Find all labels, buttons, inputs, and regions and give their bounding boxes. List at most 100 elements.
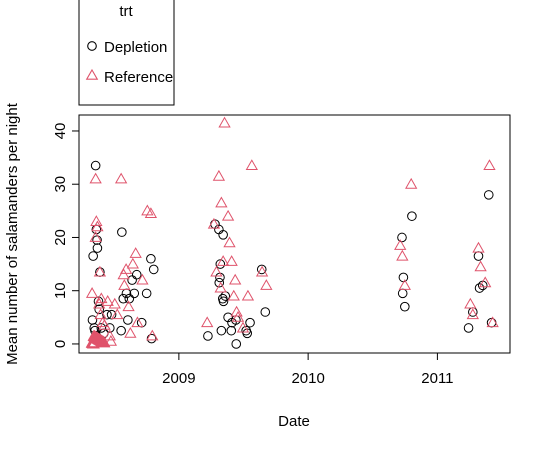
point-depletion	[245, 317, 255, 328]
point-reference	[124, 326, 137, 338]
point-reference	[472, 241, 485, 253]
legend-title: trt	[119, 3, 133, 20]
point-reference	[216, 255, 230, 266]
point-reference	[405, 177, 418, 189]
point-depletion	[148, 264, 159, 275]
y-tick-label: 30	[52, 176, 69, 193]
point-depletion	[474, 283, 485, 293]
point-reference	[210, 265, 223, 277]
point-reference	[136, 273, 149, 285]
point-depletion	[102, 309, 112, 320]
point-depletion	[473, 251, 484, 261]
point-reference	[483, 159, 496, 171]
point-reference	[207, 217, 221, 229]
point-reference	[86, 337, 100, 349]
point-depletion	[242, 328, 253, 339]
point-depletion	[216, 325, 227, 336]
point-reference	[245, 159, 258, 171]
legend-label-depletion: Depletion	[104, 39, 167, 56]
point-reference	[221, 209, 235, 221]
x-tick-label: 2010	[291, 370, 324, 387]
point-depletion	[87, 315, 98, 325]
point-reference	[93, 297, 106, 309]
series-depletion	[87, 160, 497, 349]
point-reference	[236, 321, 250, 333]
legend-circle-marker	[87, 41, 97, 51]
point-reference	[104, 334, 118, 346]
point-depletion	[94, 304, 104, 315]
point-depletion	[118, 293, 129, 304]
point-reference	[212, 169, 226, 181]
point-reference	[91, 220, 104, 232]
point-reference	[218, 116, 231, 128]
point-reference	[89, 231, 102, 242]
point-depletion	[117, 227, 127, 237]
legend-box	[78, 0, 175, 106]
y-tick-label: 40	[52, 123, 69, 140]
point-depletion	[397, 232, 407, 243]
y-axis-title: Mean number of salamanders per night	[4, 102, 21, 365]
point-depletion	[90, 160, 101, 171]
point-reference	[225, 255, 238, 266]
point-depletion	[397, 288, 408, 299]
point-depletion	[463, 323, 474, 333]
x-axis: 2009 2010 2011	[162, 353, 454, 387]
point-depletion	[92, 243, 103, 253]
point-depletion	[260, 307, 271, 317]
point-reference	[229, 273, 242, 285]
point-reference	[394, 239, 407, 250]
point-reference	[90, 215, 103, 226]
point-reference	[93, 333, 107, 345]
point-reference	[260, 279, 273, 290]
point-reference	[396, 249, 409, 261]
point-reference	[98, 319, 111, 330]
point-depletion	[93, 296, 104, 307]
y-tick-label: 0	[52, 340, 69, 348]
x-axis-title: Date	[278, 413, 310, 430]
point-depletion	[215, 259, 226, 269]
point-reference	[486, 316, 499, 328]
point-reference	[108, 297, 121, 309]
point-reference	[122, 300, 135, 312]
point-depletion	[123, 315, 133, 325]
point-reference	[114, 172, 128, 184]
point-depletion	[88, 251, 98, 261]
y-tick-label: 10	[52, 282, 69, 299]
point-reference	[479, 276, 492, 288]
x-tick-label: 2011	[421, 370, 453, 387]
point-reference	[464, 297, 477, 309]
point-depletion	[220, 291, 231, 301]
point-depletion	[400, 301, 410, 312]
y-axis: 0 10 20 30 40	[52, 123, 79, 348]
point-reference	[85, 287, 99, 298]
point-depletion	[231, 339, 242, 349]
point-depletion	[131, 269, 142, 280]
point-reference	[93, 265, 107, 277]
point-reference	[96, 335, 110, 347]
point-reference	[118, 279, 131, 290]
legend-label-reference: Reference	[104, 69, 173, 86]
point-reference	[144, 207, 158, 218]
point-reference	[126, 257, 139, 269]
point-reference	[131, 316, 144, 328]
legend-triangle-marker	[85, 68, 99, 80]
point-reference	[398, 279, 411, 290]
point-depletion	[127, 275, 137, 285]
point-reference	[227, 289, 240, 301]
point-depletion	[218, 296, 229, 307]
point-depletion	[256, 264, 267, 275]
point-reference	[474, 260, 487, 272]
point-reference	[223, 236, 236, 248]
point-reference	[129, 247, 142, 258]
point-reference	[230, 305, 243, 317]
point-depletion	[483, 190, 494, 200]
point-reference	[89, 172, 102, 184]
point-reference	[231, 311, 245, 322]
series-reference	[85, 116, 499, 349]
point-reference	[94, 308, 107, 320]
point-depletion	[146, 253, 156, 264]
point-depletion	[105, 323, 115, 333]
point-reference	[466, 308, 479, 320]
point-reference	[201, 316, 214, 328]
